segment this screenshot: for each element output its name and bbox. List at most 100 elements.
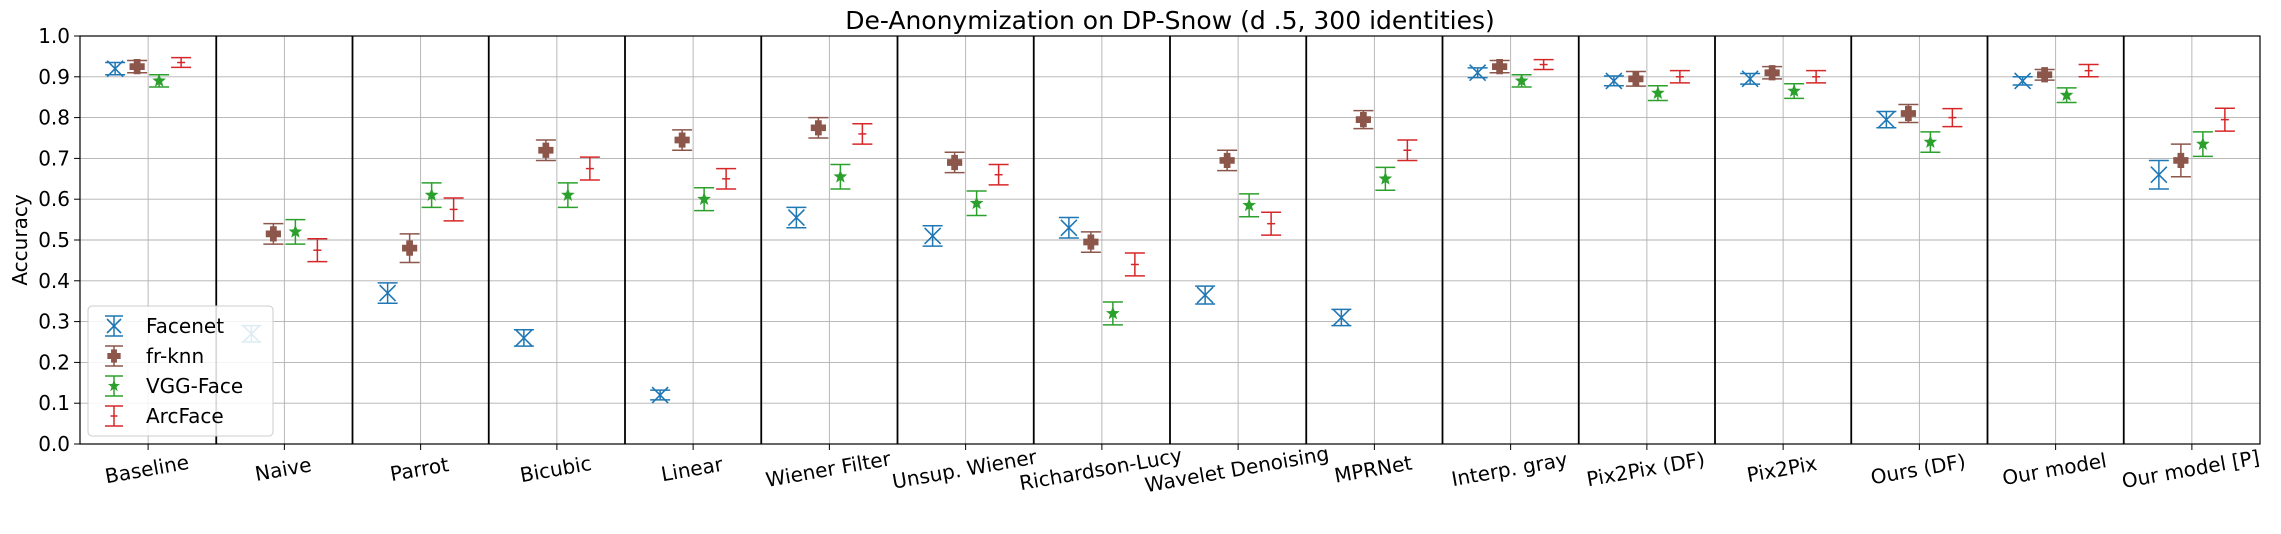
data-point [1876,110,1897,129]
data-point [285,218,306,245]
y-tick-label: 0.5 [38,228,70,252]
marker-star [424,187,439,201]
y-tick-label: 0.9 [38,65,70,89]
marker-plus [129,59,145,75]
plot-frame [79,35,2261,445]
y-axis: 0.0 0.1 0.2 0.3 0.4 0.5 0.6 0.7 0.8 0.9 1.0 [38,24,80,456]
marker-x [2150,166,2168,184]
marker-plus [674,132,690,148]
data-point [1669,69,1690,84]
data-point [988,163,1009,186]
marker-x [787,208,805,227]
data-point [513,329,534,347]
data-point [1124,252,1145,277]
marker-star [1787,83,1801,97]
data-point [1920,131,1941,154]
data-point [399,233,420,264]
data-point [966,190,987,217]
data-point [535,139,556,162]
y-tick-label: 0.1 [38,391,70,415]
data-point [2170,143,2191,178]
x-tick-label: MPRNet [1333,450,1414,487]
data-point [1647,85,1668,102]
x-tick-label: Our model [P] [2120,445,2261,493]
data-point [1102,301,1123,326]
chart-title: De-Anonymization on DP-Snow (d .5, 300 i… [845,6,1495,35]
data-point [1603,72,1624,90]
marker-star [2196,136,2210,150]
marker-x [1741,70,1759,88]
data-point [2012,72,2033,90]
marker-x [515,329,533,347]
data-point [1080,231,1101,253]
data-point [1489,59,1510,75]
data-point [307,238,328,263]
marker-plus [402,240,418,256]
data-point [808,116,829,139]
marker-star [833,169,848,183]
data-point [171,56,192,69]
y-tick-label: 0.2 [38,350,70,374]
data-point [830,163,851,190]
data-point [377,282,398,304]
data-point [2148,159,2169,190]
data-point [421,182,442,209]
data-point [1806,69,1827,84]
data-point [149,73,170,88]
data-point [1058,216,1079,239]
data-point [443,197,464,222]
marker-x [1605,72,1623,90]
x-tick-label: Pix2Pix [1745,451,1819,487]
marker-plus [1355,112,1371,128]
data-point [1261,211,1282,236]
data-point [944,151,965,174]
marker-star [152,73,166,87]
data-point [650,386,671,404]
data-point [1467,64,1488,82]
data-point [1898,103,1919,124]
data-point [105,60,126,78]
legend-label: Facenet [146,314,224,338]
data-point [672,129,693,151]
x-tick-label: Linear [659,452,725,487]
data-point [1740,70,1761,88]
data-point [1511,73,1532,88]
marker-star [697,192,711,206]
marker-star [1923,134,1938,148]
marker-star [1378,171,1393,185]
data-point [852,122,873,145]
marker-star [1106,306,1120,320]
series-vgg-face [149,73,2213,326]
marker-plus [2037,67,2053,83]
x-axis: Baseline Naive Parrot Bicubic Linear Wiener F… [103,441,2261,497]
data-point [1375,166,1396,191]
marker-star [2059,87,2074,101]
marker-plus [265,226,281,242]
data-point [2078,63,2099,78]
y-axis-label: Accuracy [8,194,32,285]
data-point [1942,107,1963,128]
data-point [1239,193,1260,218]
marker-star [1651,85,1665,99]
x-tick-label: Ours (DF) [1869,449,1968,489]
series-fr-knn [127,59,2191,264]
marker-plus [107,349,121,363]
y-tick-label: 0.6 [38,187,70,211]
marker-star [108,379,120,392]
data-point [2214,107,2235,132]
x-tick-label: Baseline [103,450,191,488]
y-tick-label: 0.0 [38,432,70,456]
data-point [2192,131,2213,158]
data-point [1784,82,1805,100]
legend-label: ArcFace [146,404,224,428]
marker-plus [1628,71,1644,87]
legend-label: fr-knn [146,344,204,368]
marker-star [561,187,575,201]
data-point [1625,70,1646,87]
marker-star [969,196,984,210]
x-tick-label: Bicubic [518,451,593,487]
marker-star [1514,73,1529,87]
data-point [1217,149,1238,172]
data-point [127,59,148,75]
